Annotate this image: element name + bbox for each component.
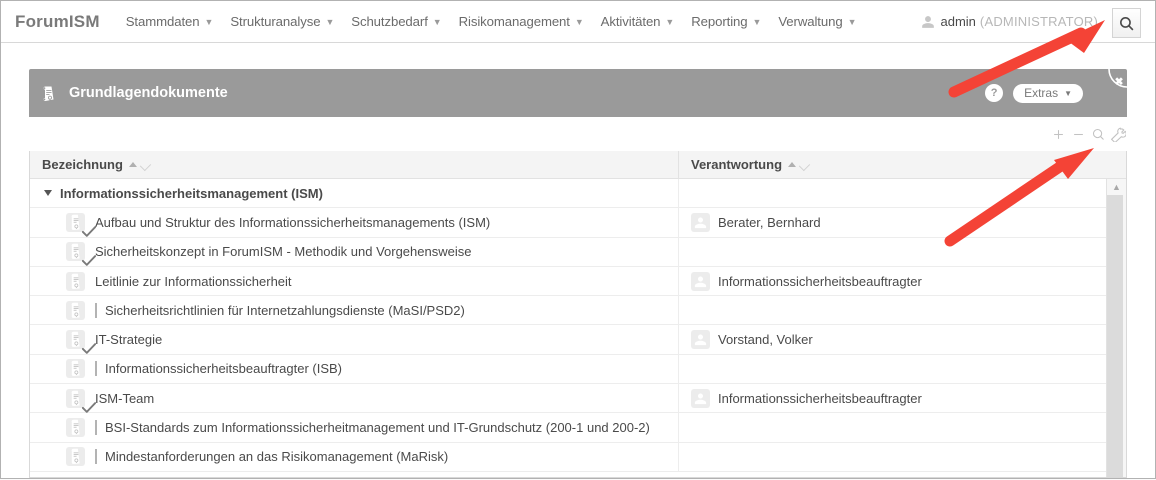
svg-text:✖: ✖ <box>1115 76 1124 88</box>
